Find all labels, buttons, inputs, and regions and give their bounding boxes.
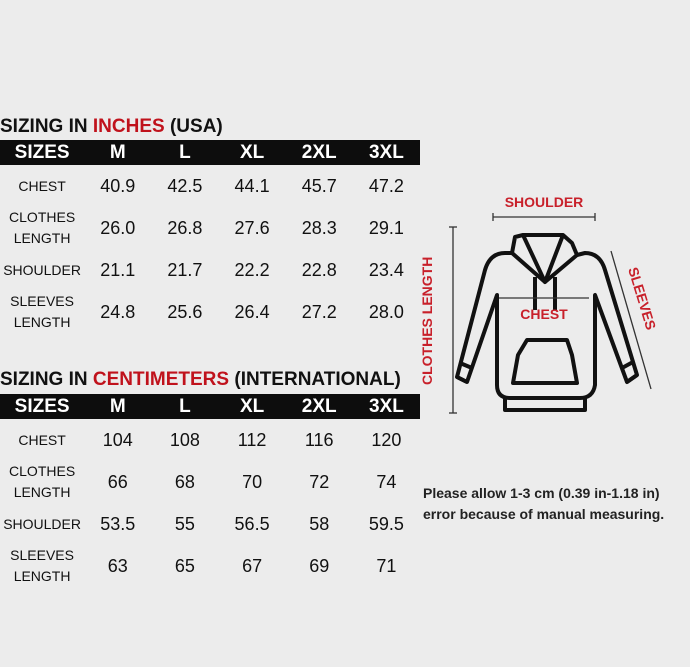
header-cell: 2XL — [285, 394, 353, 419]
table-row: CLOTHES LENGTH 66 68 70 72 74 — [0, 461, 420, 503]
value-cell: 55 — [174, 513, 195, 534]
value-cell: 56.5 — [234, 513, 270, 534]
table-row: SLEEVES LENGTH 24.8 25.6 26.4 27.2 28.0 — [0, 291, 420, 333]
value-cell: 67 — [242, 555, 263, 576]
table-row: SHOULDER 53.5 55 56.5 58 59.5 — [0, 503, 420, 545]
header-cell: SIZES — [0, 394, 85, 419]
hoodie-diagram: SHOULDER CHEST SLEEVES CLOTHES LENGTH — [419, 194, 659, 414]
value-cell: 27.2 — [301, 301, 337, 322]
value-cell: 23.4 — [368, 259, 404, 280]
value-cell: 72 — [309, 471, 330, 492]
table-row: SHOULDER 21.1 21.7 22.2 22.8 23.4 — [0, 249, 420, 291]
header-cell: M — [84, 140, 152, 165]
header-cell: 3XL — [352, 140, 420, 165]
sleeves-label: SLEEVES — [625, 265, 659, 331]
hoodie-icon — [455, 233, 639, 412]
value-cell: 21.1 — [100, 259, 136, 280]
inches-table: SIZES M L XL 2XL 3XL CHEST 40.9 42.5 44.1 45.7 47.2… — [0, 140, 420, 333]
value-cell: 53.5 — [100, 513, 136, 534]
value-cell: 21.7 — [167, 259, 203, 280]
row-label: CLOTHES LENGTH — [9, 463, 76, 500]
header-cell: 3XL — [352, 394, 420, 419]
measurement-note: Please allow 1-3 cm (0.39 in-1.18 in) er… — [423, 485, 665, 522]
header-cell: SIZES — [0, 140, 85, 165]
value-cell: 116 — [304, 429, 334, 450]
value-cell: 104 — [102, 429, 133, 450]
value-cell: 26.4 — [234, 301, 270, 322]
table-row: CHEST 104 108 112 116 120 — [0, 419, 420, 461]
value-cell: 42.5 — [167, 175, 203, 196]
value-cell: 29.1 — [368, 217, 404, 238]
header-cell: 2XL — [285, 140, 353, 165]
value-cell: 120 — [371, 429, 402, 450]
row-label: CHEST — [18, 431, 66, 448]
header-cell: L — [151, 394, 219, 419]
value-cell: 40.9 — [100, 175, 136, 196]
chest-label: CHEST — [520, 306, 568, 322]
value-cell: 28.0 — [368, 301, 404, 322]
shoulder-label: SHOULDER — [505, 194, 584, 210]
value-cell: 24.8 — [100, 301, 136, 322]
value-cell: 26.0 — [100, 217, 136, 238]
header-cell: M — [84, 394, 152, 419]
value-cell: 27.6 — [234, 217, 270, 238]
header-cell: XL — [218, 140, 286, 165]
value-cell: 69 — [309, 555, 330, 576]
inches-title: SIZING IN INCHES (USA) — [0, 116, 223, 137]
header-row: SIZES M L XL 2XL 3XL — [0, 394, 420, 419]
row-label: CLOTHES LENGTH — [9, 209, 76, 246]
row-label: SLEEVES LENGTH — [10, 293, 74, 330]
row-label: SHOULDER — [3, 515, 81, 532]
value-cell: 74 — [376, 471, 397, 492]
value-cell: 26.8 — [167, 217, 203, 238]
table-row: CLOTHES LENGTH 26.0 26.8 27.6 28.3 29.1 — [0, 207, 420, 249]
clothes-length-label: CLOTHES LENGTH — [419, 257, 435, 385]
table-row: CHEST 40.9 42.5 44.1 45.7 47.2 — [0, 165, 420, 207]
value-cell: 112 — [237, 429, 267, 450]
value-cell: 65 — [174, 555, 195, 576]
header-cell: XL — [218, 394, 286, 419]
cm-table: SIZES M L XL 2XL 3XL CHEST 104 108 112 116 120 CLOTH… — [0, 394, 420, 587]
header-cell: L — [151, 140, 219, 165]
table-row: SLEEVES LENGTH 63 65 67 69 71 — [0, 545, 420, 587]
value-cell: 63 — [107, 555, 128, 576]
value-cell: 47.2 — [368, 175, 404, 196]
value-cell: 70 — [242, 471, 263, 492]
value-cell: 59.5 — [368, 513, 404, 534]
value-cell: 44.1 — [234, 175, 270, 196]
value-cell: 108 — [169, 429, 200, 450]
row-label: SLEEVES LENGTH — [10, 547, 74, 584]
value-cell: 58 — [309, 513, 330, 534]
value-cell: 25.6 — [167, 301, 203, 322]
value-cell: 66 — [107, 471, 128, 492]
value-cell: 28.3 — [301, 217, 337, 238]
row-label: CHEST — [18, 177, 66, 194]
value-cell: 71 — [376, 555, 397, 576]
value-cell: 22.8 — [301, 259, 337, 280]
header-row: SIZES M L XL 2XL 3XL — [0, 140, 420, 165]
cm-title: SIZING IN CENTIMETERS (INTERNATIONAL) — [0, 369, 401, 390]
row-label: SHOULDER — [3, 261, 81, 278]
value-cell: 68 — [174, 471, 195, 492]
value-cell: 22.2 — [234, 259, 270, 280]
value-cell: 45.7 — [301, 175, 337, 196]
